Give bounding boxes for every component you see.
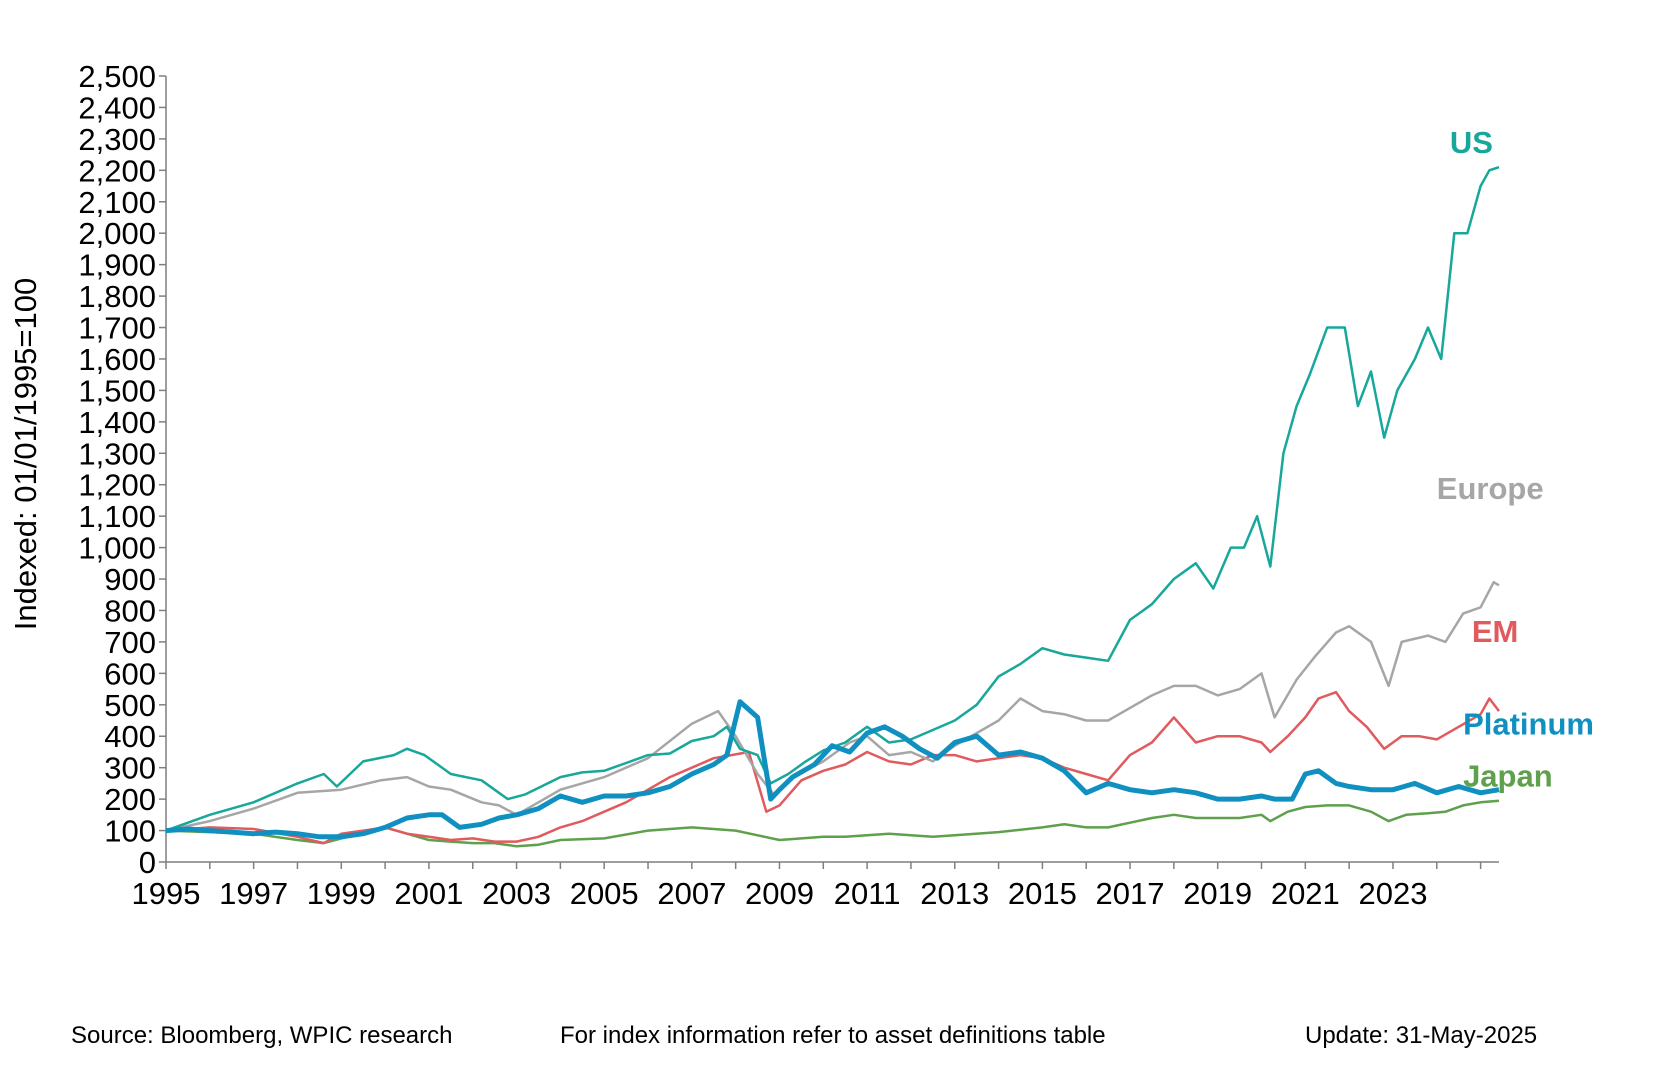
x-tick-label: 2011 [834,876,901,911]
y-tick-label: 1,000 [78,531,156,566]
y-tick-label: 400 [104,719,156,754]
y-tick-label: 900 [104,562,156,597]
y-tick-label: 500 [104,688,156,723]
y-tick-label: 2,100 [78,185,156,220]
axes [165,76,1499,863]
y-tick-label: 200 [104,782,156,817]
y-axis-label: Indexed: 01/01/1995=100 [8,278,43,631]
series-label-us: US [1450,125,1493,160]
x-axis-ticks: 1995 1997 1999 2001 2003 2005 2007 2009 2011 2013… [132,862,1482,911]
x-tick-label: 2001 [394,876,463,911]
footer-note: For index information refer to asset def… [560,1022,1106,1049]
x-tick-label: 1997 [219,876,288,911]
x-tick-label: 1995 [132,876,201,911]
y-tick-label: 1,200 [78,468,156,503]
y-tick-label: 1,600 [78,342,156,377]
series-label-platinum: Platinum [1463,707,1594,742]
x-tick-label: 2009 [745,876,814,911]
x-tick-label: 2021 [1271,876,1340,911]
series-label-japan: Japan [1463,759,1553,794]
y-tick-label: 1,900 [78,248,156,283]
y-axis-ticks: 01002003004005006007008009001,0001,1001,… [78,59,166,880]
y-tick-label: 600 [104,656,156,691]
y-tick-label: 2,300 [78,122,156,157]
x-tick-label: 2017 [1096,876,1165,911]
series-line-em [165,690,1500,845]
series-labels: US Europe EM Platinum Japan [1437,125,1594,794]
x-tick-label: 2023 [1358,876,1427,911]
y-tick-label: 700 [104,625,156,660]
y-tick-label: 300 [104,751,156,786]
series-label-europe: Europe [1437,471,1544,506]
y-tick-label: 0 [139,845,156,880]
series-lines [165,166,1500,848]
x-tick-label: 2005 [570,876,639,911]
x-tick-label: 2015 [1008,876,1077,911]
x-tick-label: 2007 [657,876,726,911]
y-tick-label: 2,000 [78,216,156,251]
y-tick-label: 1,100 [78,499,156,534]
y-tick-label: 100 [104,814,156,849]
footer-update: Update: 31-May-2025 [1305,1022,1538,1049]
x-tick-label: 2003 [482,876,551,911]
x-tick-label: 2013 [920,876,989,911]
y-tick-label: 1,500 [78,373,156,408]
y-tick-label: 1,300 [78,436,156,471]
series-line-japan [165,799,1500,848]
x-tick-label: 1999 [307,876,376,911]
y-tick-label: 800 [104,593,156,628]
y-tick-label: 1,400 [78,405,156,440]
y-tick-label: 2,500 [78,59,156,94]
y-tick-label: 2,400 [78,90,156,125]
series-label-em: EM [1472,614,1519,649]
chart: 01002003004005006007008009001,0001,1001,… [8,59,1594,911]
x-tick-label: 2019 [1183,876,1252,911]
footer-source: Source: Bloomberg, WPIC research [71,1022,453,1049]
series-line-platinum [165,699,1500,840]
y-tick-label: 1,800 [78,279,156,314]
series-line-europe [165,580,1500,832]
y-tick-label: 2,200 [78,153,156,188]
series-line-us [165,166,1500,832]
y-tick-label: 1,700 [78,311,156,346]
